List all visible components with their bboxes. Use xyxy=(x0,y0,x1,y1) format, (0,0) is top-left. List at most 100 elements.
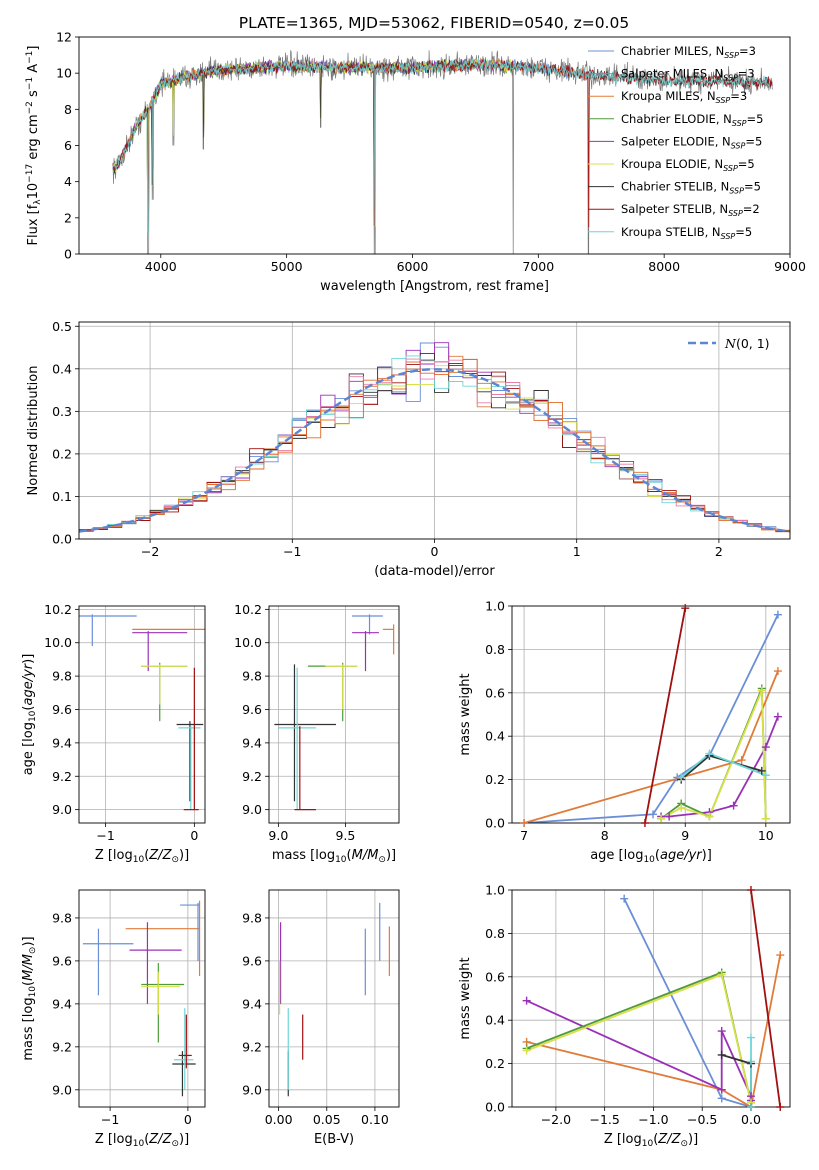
x-tick-label: 2 xyxy=(715,544,723,559)
y-tick-label: 0.4 xyxy=(485,729,505,744)
series-line-chabrier-elodie xyxy=(660,688,767,820)
y-tick-label: 0.8 xyxy=(485,926,505,941)
x-tick-label: −1 xyxy=(283,544,301,559)
y-tick-label: 9.0 xyxy=(242,802,262,817)
x-tick-label: 0.00 xyxy=(265,1112,293,1127)
x-tick-label: 8 xyxy=(601,828,609,843)
x-tick-label: −2.0 xyxy=(541,1112,571,1127)
x-tick-label: −1 xyxy=(101,1112,119,1127)
legend-label: Chabrier MILES, NSSP=3 xyxy=(621,44,756,60)
errorbar-point-kroupa-elodie xyxy=(141,664,188,705)
model-line-salpeter-stelib xyxy=(112,59,773,233)
series-marker xyxy=(773,712,782,721)
mass-weight-vs-Z-panel: −2.0 −1.5 −1.0 −0.5 0.0 0.0 0.2 0.4 0.6 0.8 1.0 Z [… xyxy=(458,883,791,1149)
y-tick-label: 9.8 xyxy=(242,669,262,684)
x-tick-label: 5000 xyxy=(271,259,303,274)
errorbar-point-kroupa-elodie xyxy=(141,971,181,1015)
errorbar-point-salpeter-stelib xyxy=(183,667,199,811)
x-tick-label: 6000 xyxy=(397,259,429,274)
y-tick-label: 9.2 xyxy=(242,1039,262,1054)
y-tick-label: 0.6 xyxy=(485,969,505,984)
mwAge-plot-area xyxy=(512,606,790,823)
x-tick-label: 7 xyxy=(520,828,528,843)
series-marker xyxy=(746,1057,755,1066)
series-marker xyxy=(737,756,746,765)
series-marker xyxy=(705,749,714,758)
errorbar-point-kroupa-stelib xyxy=(178,726,201,810)
y-tick-label: 9.0 xyxy=(242,1082,262,1097)
x-tick-label: 9000 xyxy=(774,259,806,274)
errorbar-point-salpeter-stelib xyxy=(178,1014,192,1069)
errorbar-point-chabrier-stelib xyxy=(176,721,204,802)
series-marker xyxy=(657,814,666,823)
series-marker xyxy=(640,819,649,827)
y-tick-label: 0.2 xyxy=(485,772,505,787)
legend-label: Chabrier STELIB, NSSP=5 xyxy=(621,180,761,196)
x-axis-label: mass [log10(M/M⊙)] xyxy=(272,848,396,865)
y-tick-label: 9.8 xyxy=(52,669,72,684)
legend-label: Salpeter MILES, NSSP=3 xyxy=(621,67,755,83)
y-tick-label: 8 xyxy=(64,102,72,117)
mass-vs-Z-panel: −1 0 9.0 9.2 9.4 9.6 9.8 Z [log10(Z/Z⊙)] mass [l… xyxy=(21,889,206,1149)
y-tick-label: 0.2 xyxy=(52,446,72,461)
age-vs-Z-panel: −1 0 9.0 9.2 9.4 9.6 9.8 10.0 10.2 Z [log10(Z/Z⊙)… xyxy=(21,602,206,865)
errorbar-point-kroupa-miles xyxy=(125,900,201,976)
series-marker xyxy=(705,812,714,821)
series-marker xyxy=(620,894,629,903)
spectrum-legend: Chabrier MILES, NSSP=3 Salpeter MILES, NS… xyxy=(588,44,763,241)
residuals-legend: N(0, 1) xyxy=(688,336,770,351)
y-tick-label: 10.2 xyxy=(44,602,72,617)
x-tick-label: 9.5 xyxy=(335,828,355,843)
series-marker xyxy=(717,1085,726,1094)
spectrum-panel: 4000 5000 6000 7000 8000 9000 0 2 4 6 8 10 12 Chabrie… xyxy=(25,30,806,295)
y-tick-label: 9.6 xyxy=(242,953,262,968)
x-tick-label: −2 xyxy=(141,544,159,559)
series-marker xyxy=(665,812,674,821)
errorbar-point-kroupa-stelib xyxy=(173,1008,194,1090)
series-marker xyxy=(761,743,770,752)
ageMass-plot-area xyxy=(269,606,399,823)
series-marker xyxy=(757,686,766,695)
massZ-plot-area xyxy=(79,890,205,1107)
axes-frame xyxy=(268,605,400,824)
massEBV-plot-area xyxy=(269,890,399,1107)
errorbar-point-salpeter-elodie xyxy=(352,631,379,672)
y-tick-label: 9.0 xyxy=(52,802,72,817)
x-tick-label: 7000 xyxy=(522,259,554,274)
y-tick-label: 0.3 xyxy=(52,404,72,419)
histogram-step-line xyxy=(79,358,790,533)
legend-label: Chabrier ELODIE, NSSP=5 xyxy=(621,112,763,128)
x-tick-label: 0.0 xyxy=(741,1112,761,1127)
x-tick-label: 8000 xyxy=(648,259,680,274)
series-marker xyxy=(773,667,782,676)
x-tick-label: −1.5 xyxy=(589,1112,619,1127)
y-axis-label: age [log10(age/yr)] xyxy=(21,654,38,776)
y-tick-label: 9.2 xyxy=(52,1039,72,1054)
series-marker xyxy=(677,773,686,782)
mwZ-plot-area xyxy=(512,890,790,1107)
errorbar-point-chabrier-miles xyxy=(352,614,383,635)
y-tick-label: 10.2 xyxy=(234,602,262,617)
model-line-kroupa-stelib xyxy=(112,58,773,233)
x-axis-label: wavelength [Angstrom, rest frame] xyxy=(320,279,549,294)
y-tick-label: 0.5 xyxy=(52,319,72,334)
errorbar-point-chabrier-elodie xyxy=(141,662,188,722)
y-tick-label: 9.4 xyxy=(242,735,262,750)
y-axis-label: mass [log10(M/M⊙)] xyxy=(21,936,38,1060)
y-tick-label: 10.0 xyxy=(44,635,72,650)
errorbar-point-kroupa-miles xyxy=(382,624,395,655)
errorbar-point-kroupa-miles xyxy=(132,628,205,630)
model-line-salpeter-miles xyxy=(112,58,590,233)
y-tick-label: 9.2 xyxy=(242,769,262,784)
y-tick-label: 9.4 xyxy=(52,996,72,1011)
series-marker xyxy=(717,1094,726,1103)
x-axis-label: E(B-V) xyxy=(314,1132,354,1147)
y-axis-label: mass weight xyxy=(458,673,473,755)
y-tick-label: 10 xyxy=(56,66,72,81)
series-line-salpeter-stelib xyxy=(750,890,782,1107)
x-tick-label: 0 xyxy=(431,544,439,559)
y-tick-label: 9.8 xyxy=(52,910,72,925)
series-marker xyxy=(776,951,785,960)
y-axis-label: Normed distribution xyxy=(26,366,41,496)
histogram-step-line xyxy=(79,360,790,533)
